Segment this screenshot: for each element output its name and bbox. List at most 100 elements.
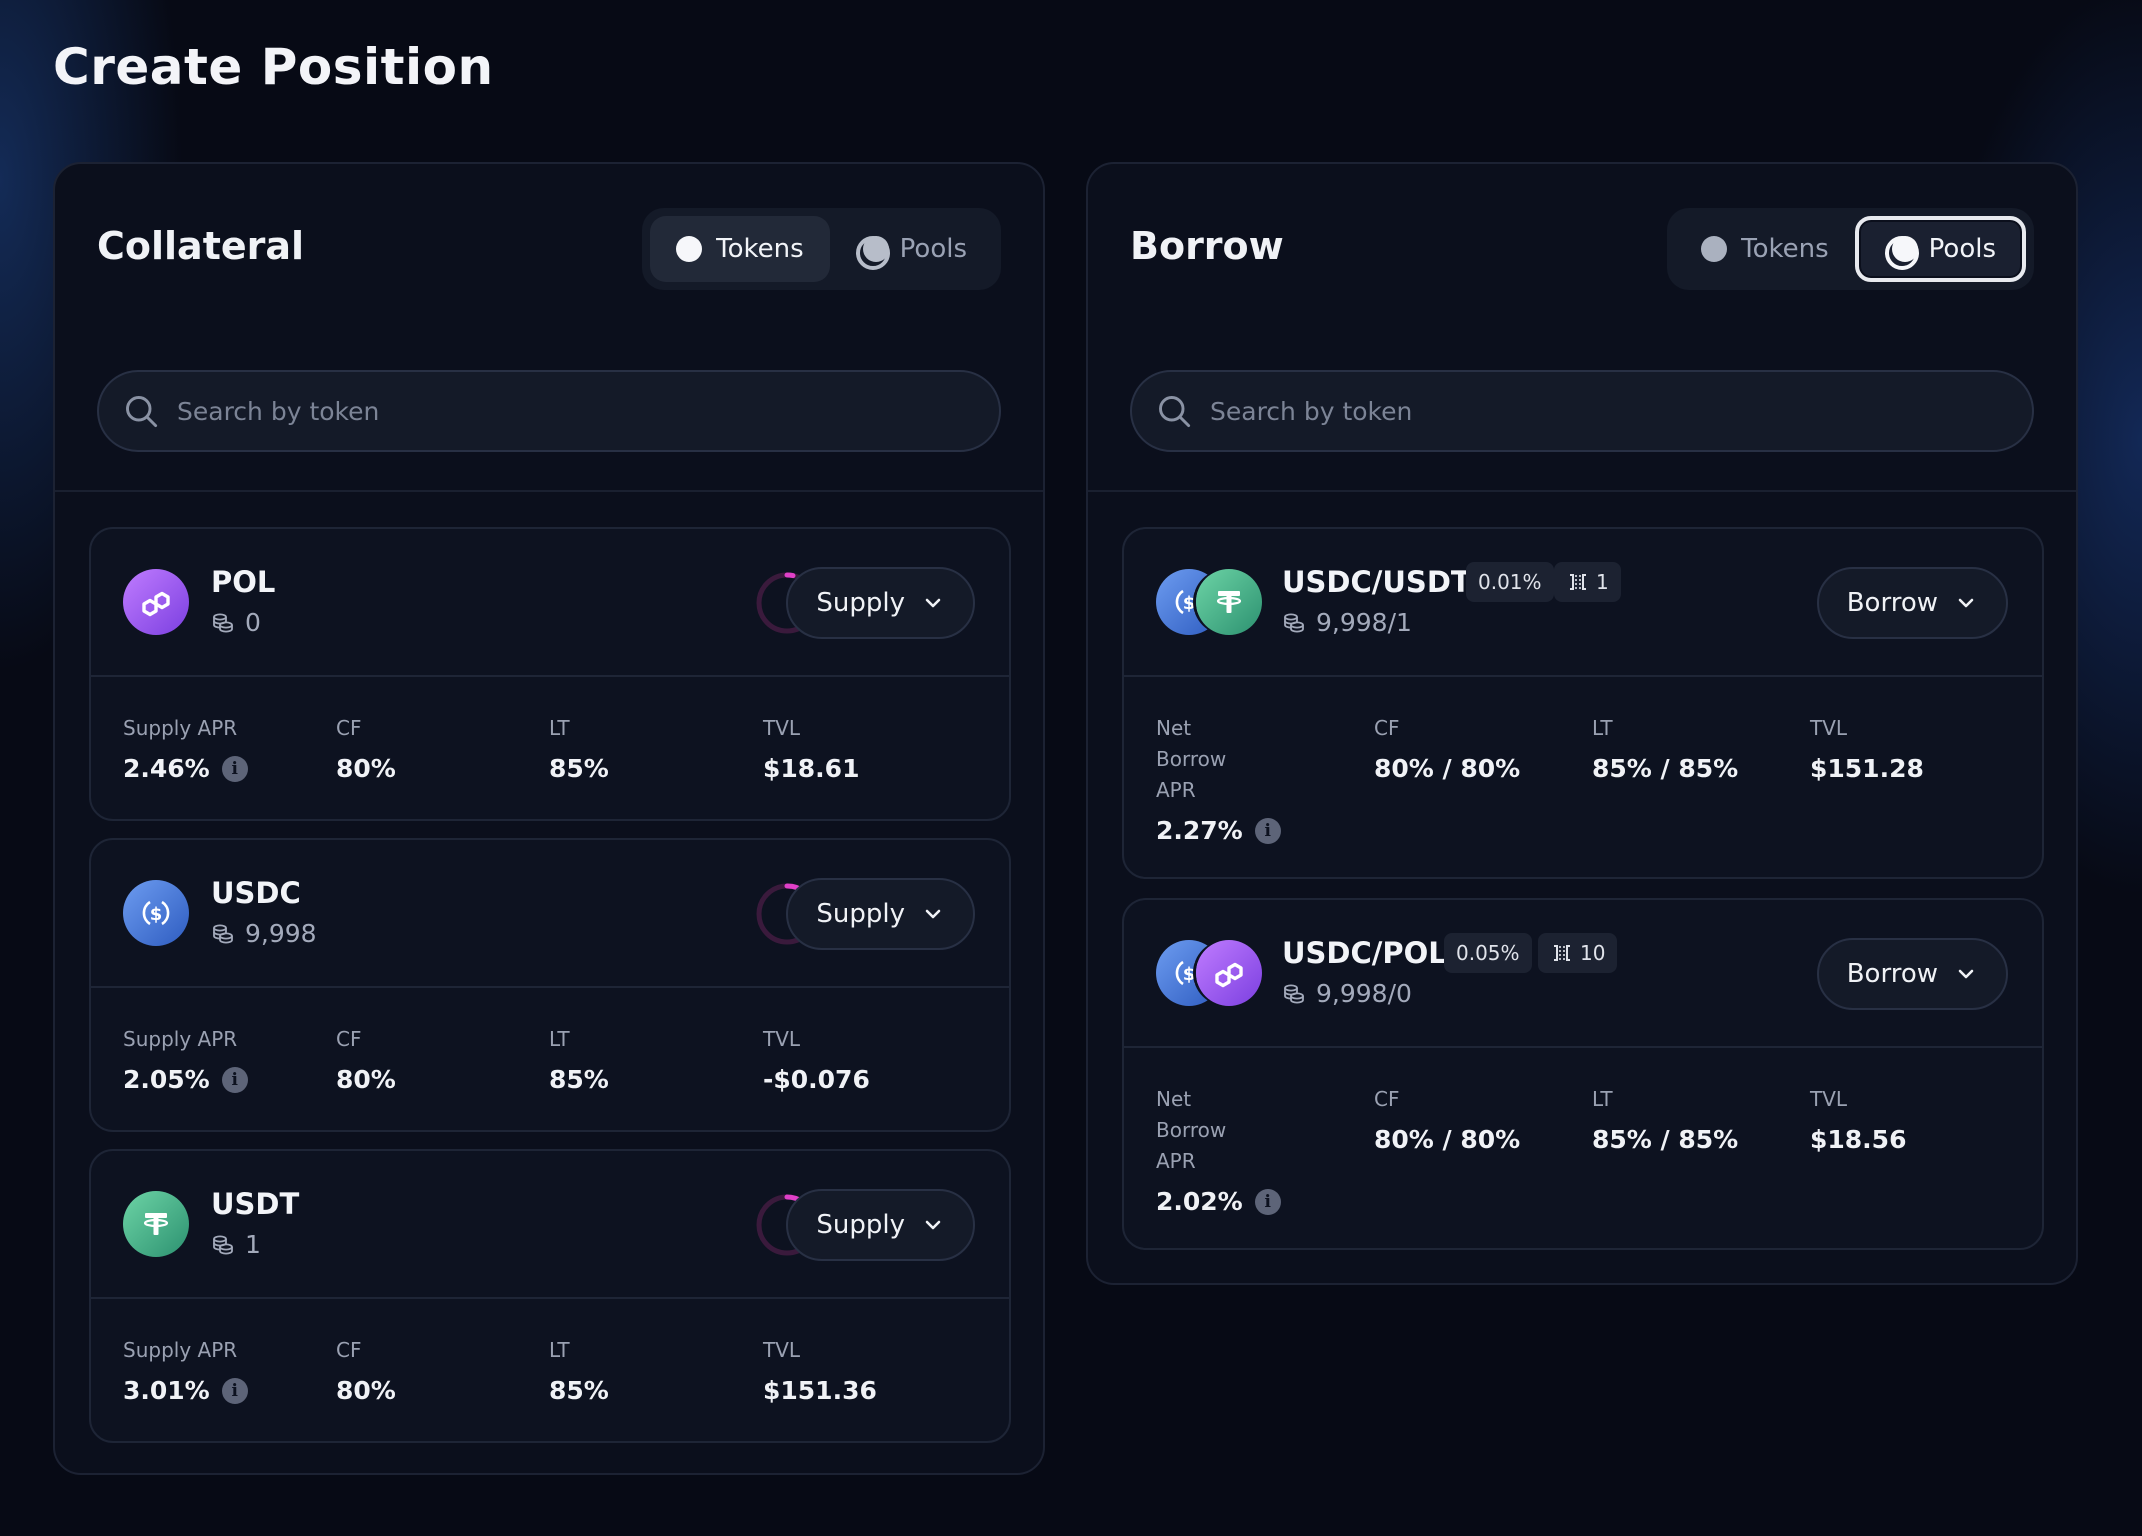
stat-label: LT [549,1338,570,1362]
pool-name: USDC/USDT [1282,565,1471,599]
balance-value: 9,998 [245,919,317,948]
supply-button[interactable]: Supply [786,567,975,639]
supply-button-label: Supply [816,1210,905,1240]
collateral-card-usdt: USDT 1 Supply Supply APR 3.01% i CF 80% [89,1149,1011,1443]
collateral-panel: Collateral Tokens Pools POL 0 [53,162,1045,1475]
stat-label: LT [1592,716,1613,740]
borrow-button-label: Borrow [1846,959,1938,989]
lt-stat: LT 85% [549,713,609,783]
stat-value: 85% [549,1376,609,1405]
info-icon[interactable]: i [221,755,248,782]
collateral-card-usdc: USDC 9,998 Supply Supply APR 2.05% i CF 8… [89,838,1011,1132]
borrow-pools-tab[interactable]: Pools [1854,216,2026,282]
chevron-down-icon [921,902,945,926]
token-balance: 0 [211,608,261,637]
fee-badge: 0.05% [1444,933,1532,973]
collateral-title: Collateral [97,224,305,268]
net-borrow-apr-stat: Net Borrow APR 2.02% i [1156,1084,1281,1216]
radio-dot-icon [1701,236,1728,262]
pools-tab-label: Pools [899,234,967,264]
tvl-stat: TVL $151.28 [1810,713,1924,783]
collateral-tokens-tab[interactable]: Tokens [650,216,830,282]
collateral-search-bar [97,370,1001,452]
radio-dot-icon [676,236,703,262]
stat-value: $18.56 [1810,1125,1907,1154]
stat-label: CF [336,1027,362,1051]
token-name: USDT [211,1187,300,1221]
cf-stat: CF 80% [336,713,396,783]
info-icon[interactable]: i [1254,1188,1281,1215]
stat-value: 2.27% [1156,816,1243,845]
tick-spacing-badge: 10 [1538,933,1618,973]
collateral-card-pol: POL 0 Supply Supply APR 2.46% i CF 80% [89,527,1011,821]
info-icon[interactable]: i [221,1066,248,1093]
search-icon [1156,393,1192,429]
stat-label: TVL [763,716,801,740]
cf-stat: CF 80% [336,1024,396,1094]
stat-value: 85% / 85% [1592,754,1739,783]
pool-icon [1884,236,1919,270]
borrow-button-label: Borrow [1846,588,1938,618]
stat-value: $151.36 [763,1376,877,1405]
stat-value: 85% [549,754,609,783]
collateral-search-input[interactable] [177,396,999,426]
tvl-stat: TVL -$0.076 [763,1024,870,1094]
supply-button[interactable]: Supply [786,1189,975,1261]
search-icon [123,393,159,429]
stat-label: TVL [763,1338,801,1362]
tick-spacing-icon [1566,570,1590,594]
token-balance: 1 [211,1230,261,1259]
stat-label: CF [1374,716,1400,740]
borrow-tokens-tab[interactable]: Tokens [1675,216,1855,282]
collateral-header: Collateral Tokens Pools [55,164,1043,492]
stat-value: $151.28 [1810,754,1924,783]
chevron-down-icon [1954,591,1978,615]
stat-value: 85% / 85% [1592,1125,1739,1154]
supply-apr-stat: Supply APR 3.01% i [123,1335,248,1405]
tether-icon [1196,569,1262,635]
pool-name: USDC/POL [1282,936,1447,970]
borrow-panel: Borrow Tokens Pools USDC/USDT 0.01% [1086,162,2078,1285]
stat-label: LT [549,716,570,740]
tvl-stat: TVL $18.61 [763,713,859,783]
tick-spacing-value: 10 [1580,941,1606,965]
coins-icon [1282,611,1306,635]
info-icon[interactable]: i [1254,817,1281,844]
stat-value: 80% / 80% [1374,754,1521,783]
polygon-icon [123,569,189,635]
tether-icon [123,1191,189,1257]
lt-stat: LT 85% / 85% [1592,713,1738,783]
supply-apr-stat: Supply APR 2.46% i [123,713,248,783]
pool-balance: 9,998/1 [1282,608,1412,637]
coins-icon [211,1233,235,1257]
stat-label: Supply APR [123,1338,238,1362]
stat-label-line: APR [1156,778,1196,802]
stat-value: 2.05% [123,1065,210,1094]
stat-value: $18.61 [763,754,860,783]
collateral-pools-tab[interactable]: Pools [830,216,993,282]
pool-balance: 9,998/0 [1282,979,1412,1008]
token-name: POL [211,565,276,599]
borrow-button[interactable]: Borrow [1816,938,2008,1010]
stat-value: 3.01% [123,1376,210,1405]
tokens-tab-label: Tokens [716,234,804,264]
stat-value: -$0.076 [763,1065,870,1094]
collateral-view-toggle: Tokens Pools [642,208,1001,290]
stat-label: TVL [763,1027,801,1051]
tvl-stat: TVL $151.36 [763,1335,877,1405]
stat-label: CF [1374,1087,1400,1111]
borrow-button[interactable]: Borrow [1816,567,2008,639]
pools-tab-label: Pools [1928,234,1996,264]
cf-stat: CF 80% [336,1335,396,1405]
balance-value: 9,998/0 [1316,979,1412,1008]
supply-button[interactable]: Supply [786,878,975,950]
stat-label-line: Borrow [1156,747,1227,771]
stat-label: Supply APR [123,1027,238,1051]
stat-value: 2.46% [123,754,210,783]
info-icon[interactable]: i [221,1377,248,1404]
tokens-tab-label: Tokens [1741,234,1829,264]
stat-label: LT [549,1027,570,1051]
chevron-down-icon [1954,962,1978,986]
fee-badge: 0.01% [1466,562,1554,602]
borrow-search-input[interactable] [1210,396,2032,426]
